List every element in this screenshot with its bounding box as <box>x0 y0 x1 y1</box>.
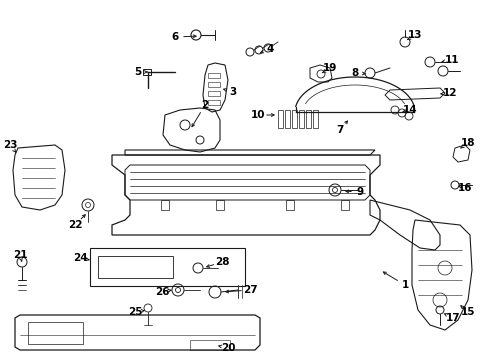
Text: 22: 22 <box>68 220 82 230</box>
Text: 25: 25 <box>127 307 142 317</box>
Text: 4: 4 <box>266 44 273 54</box>
Text: 21: 21 <box>13 250 27 260</box>
Text: 20: 20 <box>220 343 235 353</box>
Bar <box>285 110 289 128</box>
Text: 15: 15 <box>460 307 474 317</box>
Text: 6: 6 <box>171 32 178 42</box>
Bar <box>28 322 83 344</box>
Bar <box>298 110 304 128</box>
Bar <box>207 82 220 87</box>
Text: 8: 8 <box>351 68 358 78</box>
Bar <box>190 340 229 350</box>
Text: 27: 27 <box>242 285 257 295</box>
Text: 7: 7 <box>336 125 343 135</box>
Text: 3: 3 <box>229 87 236 97</box>
Bar <box>161 200 169 210</box>
Text: 17: 17 <box>445 313 459 323</box>
Text: 26: 26 <box>154 287 169 297</box>
Bar <box>142 69 151 75</box>
Bar <box>305 110 310 128</box>
Text: 9: 9 <box>356 187 363 197</box>
Text: 19: 19 <box>322 63 337 73</box>
Bar <box>285 200 293 210</box>
Text: 10: 10 <box>250 110 264 120</box>
Bar <box>207 91 220 96</box>
Bar <box>207 100 220 105</box>
Text: 23: 23 <box>3 140 17 150</box>
Text: 28: 28 <box>214 257 229 267</box>
Bar <box>90 248 244 286</box>
Text: 24: 24 <box>73 253 87 263</box>
Text: 13: 13 <box>407 30 421 40</box>
Text: 18: 18 <box>460 138 474 148</box>
Text: 11: 11 <box>444 55 458 65</box>
Bar <box>340 200 348 210</box>
Bar <box>312 110 317 128</box>
Bar <box>98 256 173 278</box>
Text: 14: 14 <box>402 105 416 115</box>
Text: 5: 5 <box>134 67 142 77</box>
Text: 16: 16 <box>457 183 471 193</box>
Text: 12: 12 <box>442 88 456 98</box>
Bar <box>207 73 220 78</box>
Text: 2: 2 <box>201 100 208 110</box>
Bar <box>278 110 283 128</box>
Bar <box>291 110 296 128</box>
Bar <box>216 200 224 210</box>
Text: 1: 1 <box>401 280 408 290</box>
